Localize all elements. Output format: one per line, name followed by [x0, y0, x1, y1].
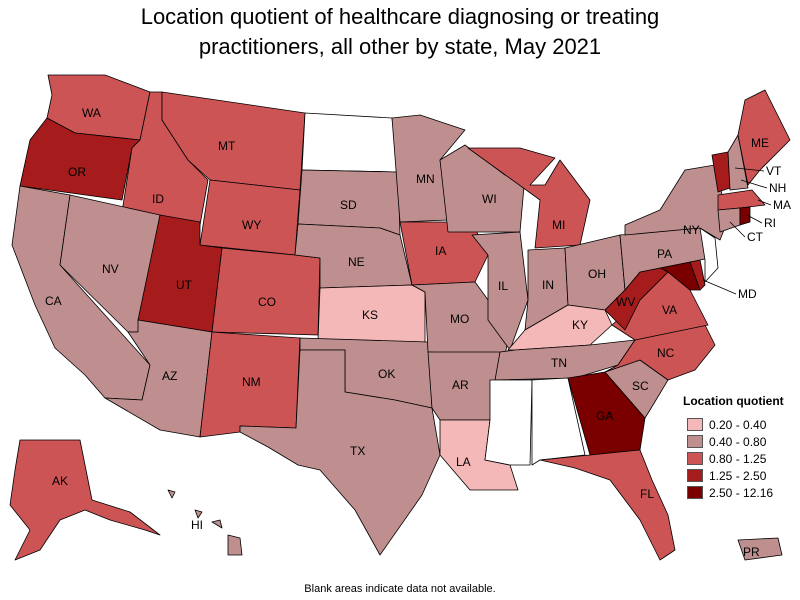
legend-label: 0.20 - 0.40 — [709, 417, 767, 432]
state-fl[interactable] — [539, 449, 676, 561]
state-tx[interactable] — [239, 349, 441, 556]
map-title: Location quotient of healthcare diagnosi… — [0, 2, 800, 62]
label-in: IN — [542, 278, 554, 292]
state-nd[interactable] — [301, 112, 399, 173]
label-mn: MN — [416, 172, 435, 186]
state-ms[interactable] — [484, 379, 533, 466]
label-ar: AR — [452, 378, 469, 392]
label-la: LA — [456, 455, 471, 469]
legend-title: Location quotient — [683, 394, 784, 408]
map-legend: Location quotient 0.20 - 0.40 0.40 - 0.8… — [683, 394, 798, 501]
label-ut: UT — [176, 278, 193, 292]
label-hi: HI — [191, 518, 203, 532]
label-ma: MA — [773, 198, 791, 212]
label-oh: OH — [588, 267, 606, 281]
label-nv: NV — [102, 262, 119, 276]
state-ma[interactable] — [717, 189, 766, 211]
label-vt: VT — [766, 164, 782, 178]
legend-item: 1.25 - 2.50 — [683, 467, 798, 484]
legend-label: 0.80 - 1.25 — [709, 451, 767, 466]
label-tn: TN — [551, 356, 567, 370]
label-pr: PR — [743, 545, 760, 559]
state-ks[interactable] — [317, 284, 426, 343]
label-mt: MT — [218, 139, 236, 153]
state-ak[interactable] — [9, 439, 161, 561]
label-va: VA — [662, 303, 677, 317]
label-ca: CA — [45, 294, 62, 308]
legend-label: 2.50 - 12.16 — [709, 485, 774, 500]
legend-label: 0.40 - 0.80 — [709, 434, 767, 449]
label-nh: NH — [769, 181, 786, 195]
legend-swatch — [687, 418, 703, 431]
state-mi[interactable] — [467, 147, 591, 249]
title-line-1: Location quotient of healthcare diagnosi… — [140, 4, 660, 29]
state-ri[interactable] — [739, 206, 751, 226]
label-ok: OK — [378, 367, 395, 381]
state-ga[interactable] — [567, 371, 646, 456]
title-line-2: practitioners, all other by state, May 2… — [198, 34, 602, 59]
label-fl: FL — [640, 487, 654, 501]
label-il: IL — [498, 279, 508, 293]
label-sd: SD — [340, 198, 357, 212]
state-ny[interactable] — [624, 164, 729, 241]
label-or: OR — [68, 165, 86, 179]
legend-swatch — [687, 469, 703, 482]
label-id: ID — [152, 192, 164, 206]
label-wa: WA — [82, 106, 101, 120]
label-leader-lines — [702, 167, 772, 295]
label-nc: NC — [657, 346, 675, 360]
state-me[interactable] — [737, 89, 791, 186]
label-wy: WY — [242, 218, 261, 232]
state-nh[interactable] — [727, 134, 749, 191]
legend-item: 0.40 - 0.80 — [683, 433, 798, 450]
label-wv: WV — [616, 295, 635, 309]
label-mo: MO — [450, 312, 469, 326]
legend-item: 2.50 - 12.16 — [683, 484, 798, 501]
label-me: ME — [751, 136, 769, 150]
legend-swatch — [687, 435, 703, 448]
legend-swatch — [687, 452, 703, 465]
label-md: MD — [738, 287, 757, 301]
footnote: Blank areas indicate data not available. — [304, 583, 496, 595]
label-nm: NM — [242, 375, 261, 389]
label-ak: AK — [52, 474, 68, 488]
label-ne: NE — [348, 255, 365, 269]
label-ct: CT — [747, 230, 764, 244]
label-sc: SC — [632, 379, 649, 393]
label-co: CO — [258, 295, 276, 309]
label-az: AZ — [162, 369, 177, 383]
state-co[interactable] — [211, 247, 321, 336]
legend-item: 0.20 - 0.40 — [683, 416, 798, 433]
label-mi: MI — [552, 218, 565, 232]
label-ga: GA — [596, 409, 613, 423]
label-tx: TX — [350, 444, 365, 458]
label-wi: WI — [482, 192, 497, 206]
label-ia: IA — [435, 244, 446, 258]
label-ri: RI — [764, 216, 776, 230]
label-ks: KS — [362, 308, 378, 322]
label-pa: PA — [657, 247, 672, 261]
legend-swatch — [687, 486, 703, 499]
legend-item: 0.80 - 1.25 — [683, 450, 798, 467]
label-ny: NY — [683, 223, 700, 237]
state-or[interactable] — [19, 117, 141, 201]
state-hi[interactable] — [167, 489, 243, 556]
legend-label: 1.25 - 2.50 — [709, 468, 767, 483]
state-pr[interactable] — [737, 537, 783, 561]
label-ky: KY — [572, 318, 588, 332]
state-nj[interactable] — [699, 227, 719, 283]
